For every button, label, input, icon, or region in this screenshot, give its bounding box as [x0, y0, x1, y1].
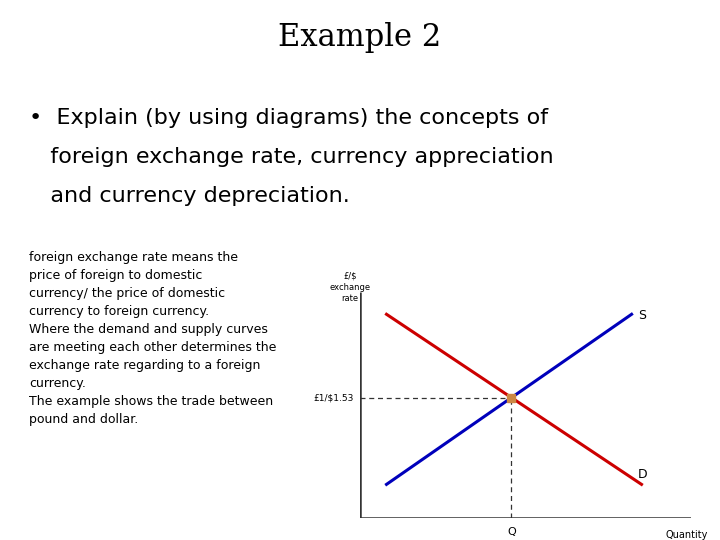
- Text: S: S: [638, 309, 647, 322]
- Text: D: D: [638, 468, 648, 481]
- Text: and currency depreciation.: and currency depreciation.: [29, 186, 349, 206]
- Text: •  Explain (by using diagrams) the concepts of: • Explain (by using diagrams) the concep…: [29, 108, 548, 128]
- Text: rate: rate: [341, 294, 359, 303]
- Text: exchange: exchange: [330, 282, 371, 292]
- Text: foreign exchange rate means the
price of foreign to domestic
currency/ the price: foreign exchange rate means the price of…: [29, 251, 276, 426]
- Text: Q: Q: [507, 528, 516, 537]
- Text: £1/$1.53: £1/$1.53: [313, 393, 354, 402]
- Text: Example 2: Example 2: [279, 22, 441, 52]
- Text: foreign exchange rate, currency appreciation: foreign exchange rate, currency apprecia…: [29, 147, 554, 167]
- Text: £/$: £/$: [343, 271, 357, 280]
- Text: Quantity: Quantity: [665, 530, 708, 540]
